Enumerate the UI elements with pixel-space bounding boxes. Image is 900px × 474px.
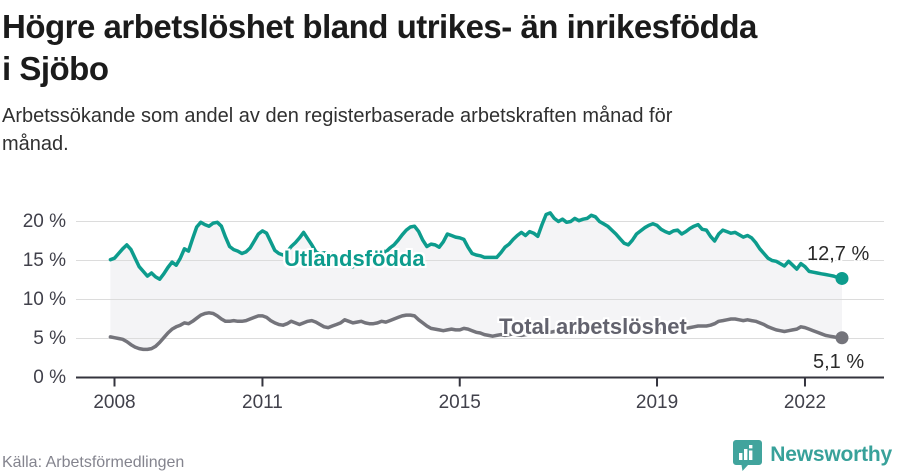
y-axis-tick-label: 5 %: [33, 327, 66, 349]
y-axis-tick-label: 10 %: [22, 288, 66, 310]
x-axis-tick-label: 2022: [783, 392, 827, 413]
end-dot-total-arbetsloshet: [835, 331, 849, 345]
source-note: Källa: Arbetsförmedlingen: [2, 454, 185, 471]
x-axis-tick-label: 2019: [635, 392, 679, 413]
page-title: Högre arbetslöshet bland utrikes- än inr…: [2, 8, 757, 87]
band-fill: [110, 212, 842, 350]
y-axis-tick-label: 20 %: [22, 210, 66, 232]
end-dot-utlandsfodda: [835, 271, 849, 285]
end-value-label-total: 5,1 %: [813, 351, 865, 373]
chart-subtitle: Arbetssökande som andel av den registerb…: [2, 105, 673, 156]
y-axis-tick-label: 0 %: [33, 366, 66, 388]
x-axis-tick-label: 2008: [93, 392, 136, 413]
y-axis-tick-label: 15 %: [22, 249, 66, 271]
newsworthy-logo-icon: [733, 439, 763, 471]
newsworthy-wordmark: Newsworthy: [770, 443, 892, 466]
series-label-utlandsfodda: Utlandsfödda: [284, 246, 425, 271]
line-total-arbetsloshet: [108, 311, 844, 352]
x-axis-tick-label: 2015: [438, 392, 481, 413]
newsworthy-logo: Newsworthy: [732, 438, 892, 472]
x-axis-tick-label: 2011: [242, 392, 283, 413]
series-label-total-arbetsloshet: Total arbetslöshet: [499, 314, 687, 339]
end-value-label-utlandsfodda: 12,7 %: [807, 243, 870, 265]
line-utlandsfodda: [108, 211, 844, 281]
